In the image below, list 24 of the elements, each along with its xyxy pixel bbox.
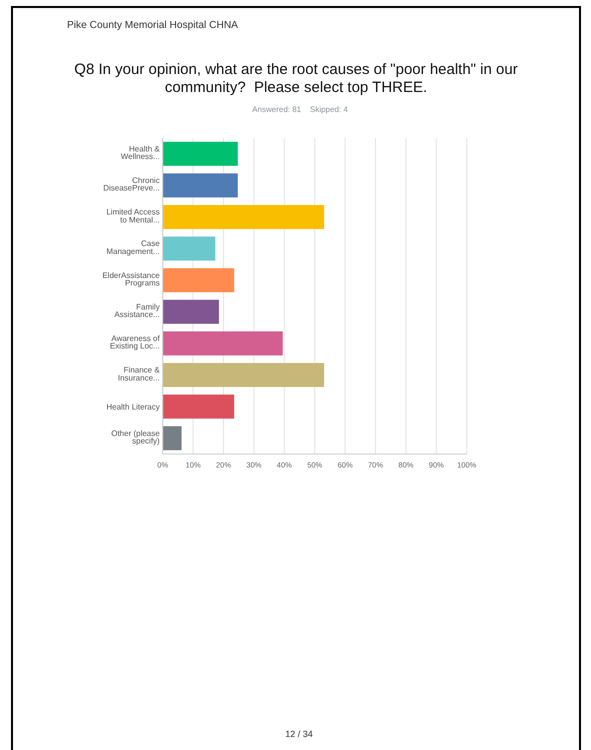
y-tick-label: ElderAssistance Programs [102, 270, 160, 288]
y-tick-label: Other (please specify) [111, 428, 160, 446]
chart-title: Q8 In your opinion, what are the root causes of "poor health" in our community? Please select top THREE. [74, 61, 518, 96]
bar [162, 142, 238, 166]
y-tick-label: Finance & Insurance... [118, 366, 160, 382]
y-tick-label: Awareness of Existing Loc... [110, 334, 160, 351]
bar [162, 362, 324, 388]
y-tick-label: Case Management... [106, 239, 160, 256]
bar [162, 236, 216, 261]
bar [162, 173, 238, 198]
bar [162, 331, 283, 356]
y-tick-label: Chronic DiseasePreve... [103, 176, 160, 193]
y-tick-label: Limited Access to Mental... [106, 208, 160, 224]
y-tick-label: Family Assistance... [114, 302, 160, 320]
bar [162, 204, 324, 230]
text: Pike County Memorial Hospital CHNA [67, 20, 238, 31]
bar [162, 268, 234, 292]
chart-subtitle: Answered: 81 Skipped: 4 [252, 105, 348, 114]
bar [162, 394, 234, 419]
bar [162, 426, 182, 450]
text: 12 / 34 [285, 729, 313, 739]
y-tick-label: Health & Wellness... [120, 144, 160, 162]
bar [162, 300, 219, 324]
y-tick-label: Health Literacy [106, 402, 160, 412]
